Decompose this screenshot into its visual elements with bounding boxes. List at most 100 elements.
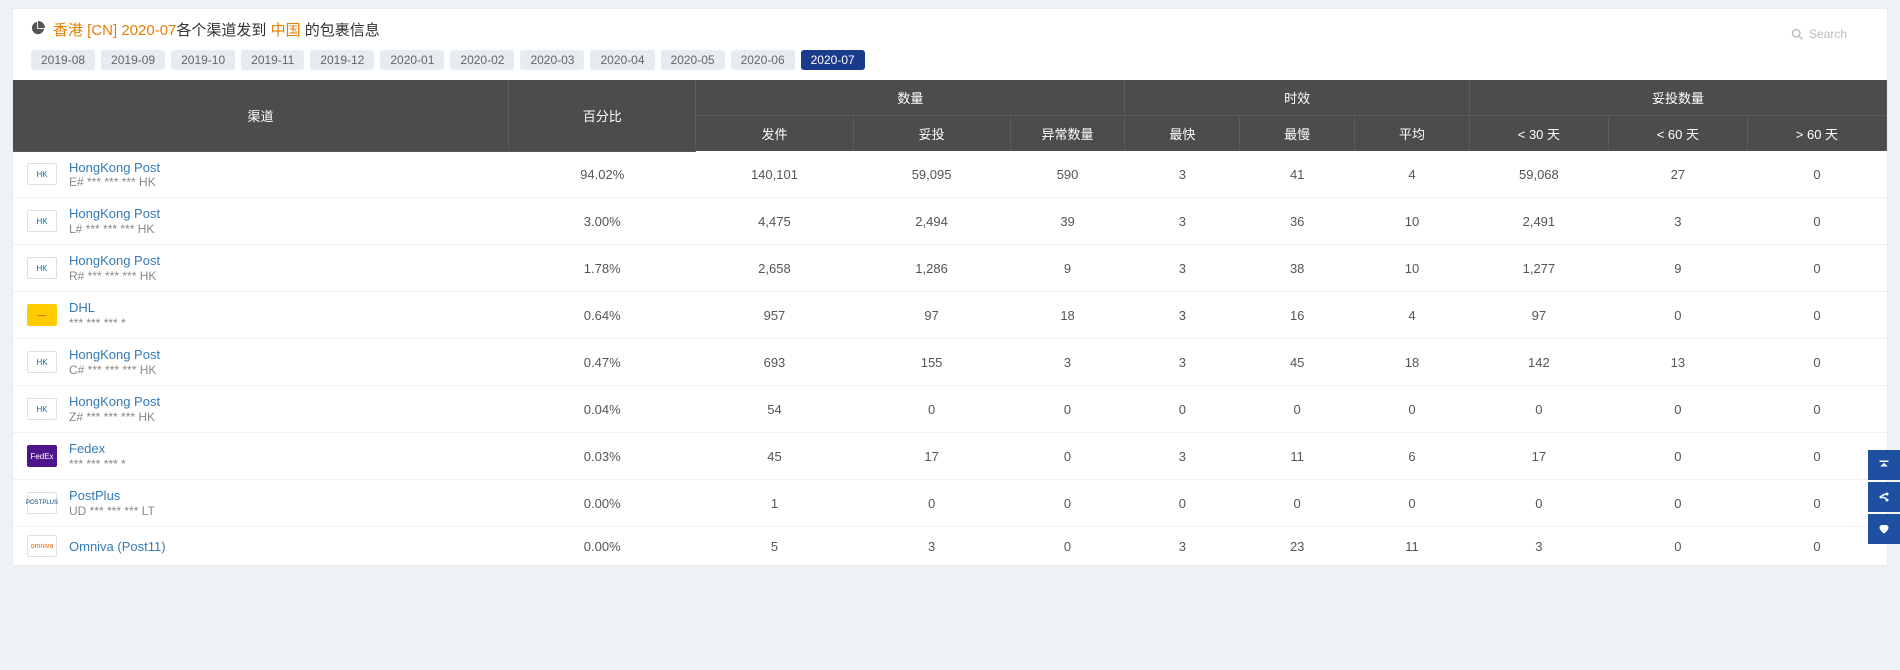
cell-d60p: 0 bbox=[1747, 198, 1886, 245]
month-tab-2019-10[interactable]: 2019-10 bbox=[171, 50, 235, 70]
th-abnormal[interactable]: 异常数量 bbox=[1010, 116, 1125, 152]
cell-d30: 97 bbox=[1469, 292, 1608, 339]
th-pct[interactable]: 百分比 bbox=[509, 80, 696, 151]
cell-sent: 693 bbox=[696, 339, 853, 386]
cell-d30: 1,277 bbox=[1469, 245, 1608, 292]
cell-d60p: 0 bbox=[1747, 433, 1886, 480]
month-tab-2019-11[interactable]: 2019-11 bbox=[241, 50, 304, 70]
cell-d60p: 0 bbox=[1747, 386, 1886, 433]
cell-d60p: 0 bbox=[1747, 527, 1886, 566]
channel-cell[interactable]: HKHongKong PostC# *** *** *** HK bbox=[13, 339, 509, 386]
hkpost-logo-icon: HK bbox=[27, 257, 57, 279]
table-row: HKHongKong PostZ# *** *** *** HK0.04%540… bbox=[13, 386, 1887, 433]
cell-fast: 3 bbox=[1125, 527, 1240, 566]
month-tab-2020-07[interactable]: 2020-07 bbox=[801, 50, 865, 70]
cell-avg: 4 bbox=[1355, 151, 1470, 198]
cell-fast: 0 bbox=[1125, 480, 1240, 527]
cell-slow: 23 bbox=[1240, 527, 1355, 566]
cell-d60: 0 bbox=[1608, 527, 1747, 566]
month-tab-2020-01[interactable]: 2020-01 bbox=[380, 50, 444, 70]
cell-d60p: 0 bbox=[1747, 292, 1886, 339]
cell-d60: 9 bbox=[1608, 245, 1747, 292]
cell-sent: 2,658 bbox=[696, 245, 853, 292]
cell-d30: 0 bbox=[1469, 480, 1608, 527]
cell-abn: 3 bbox=[1010, 339, 1125, 386]
cell-avg: 0 bbox=[1355, 386, 1470, 433]
channel-sub: UD *** *** *** LT bbox=[69, 504, 155, 518]
cell-d30: 2,491 bbox=[1469, 198, 1608, 245]
month-tab-2020-02[interactable]: 2020-02 bbox=[450, 50, 514, 70]
month-tab-2020-03[interactable]: 2020-03 bbox=[520, 50, 584, 70]
th-gt60[interactable]: > 60 天 bbox=[1747, 116, 1886, 152]
channel-cell[interactable]: FedExFedex*** *** *** * bbox=[13, 433, 509, 480]
channel-cell[interactable]: omnivaOmniva (Post11) bbox=[13, 527, 509, 566]
month-tab-2019-09[interactable]: 2019-09 bbox=[101, 50, 165, 70]
favorite-button[interactable] bbox=[1868, 514, 1900, 544]
cell-slow: 0 bbox=[1240, 480, 1355, 527]
channel-sub: L# *** *** *** HK bbox=[69, 222, 160, 236]
hkpost-logo-icon: HK bbox=[27, 398, 57, 420]
channel-name: HongKong Post bbox=[69, 160, 160, 176]
cell-d60: 27 bbox=[1608, 151, 1747, 198]
share-button[interactable] bbox=[1868, 482, 1900, 512]
cell-fast: 3 bbox=[1125, 339, 1240, 386]
cell-abn: 39 bbox=[1010, 198, 1125, 245]
cell-d60: 3 bbox=[1608, 198, 1747, 245]
month-tab-2020-06[interactable]: 2020-06 bbox=[731, 50, 795, 70]
cell-sent: 5 bbox=[696, 527, 853, 566]
cell-d30: 142 bbox=[1469, 339, 1608, 386]
month-tab-2020-05[interactable]: 2020-05 bbox=[661, 50, 725, 70]
cell-slow: 0 bbox=[1240, 386, 1355, 433]
channel-cell[interactable]: HKHongKong PostZ# *** *** *** HK bbox=[13, 386, 509, 433]
th-lt60[interactable]: < 60 天 bbox=[1608, 116, 1747, 152]
dhl-logo-icon: — bbox=[27, 304, 57, 326]
cell-abn: 0 bbox=[1010, 433, 1125, 480]
month-tab-2019-12[interactable]: 2019-12 bbox=[310, 50, 374, 70]
channel-cell[interactable]: HKHongKong PostR# *** *** *** HK bbox=[13, 245, 509, 292]
cell-d60: 0 bbox=[1608, 292, 1747, 339]
month-tab-2020-04[interactable]: 2020-04 bbox=[590, 50, 654, 70]
cell-sent: 45 bbox=[696, 433, 853, 480]
cell-avg: 10 bbox=[1355, 198, 1470, 245]
table-row: —DHL*** *** *** *0.64%957971831649700 bbox=[13, 292, 1887, 339]
cell-sent: 4,475 bbox=[696, 198, 853, 245]
cell-avg: 4 bbox=[1355, 292, 1470, 339]
th-delivered[interactable]: 妥投 bbox=[853, 116, 1010, 152]
cell-del: 59,095 bbox=[853, 151, 1010, 198]
pie-chart-icon bbox=[31, 21, 45, 38]
channel-cell[interactable]: HKHongKong PostE# *** *** *** HK bbox=[13, 151, 509, 198]
cell-abn: 9 bbox=[1010, 245, 1125, 292]
side-buttons bbox=[1868, 450, 1900, 546]
th-channel[interactable]: 渠道 bbox=[13, 80, 509, 151]
search-box[interactable]: Search bbox=[1791, 27, 1847, 41]
scroll-top-button[interactable] bbox=[1868, 450, 1900, 480]
th-deliv-group: 妥投数量 bbox=[1469, 80, 1886, 116]
cell-pct: 94.02% bbox=[509, 151, 696, 198]
table-row: HKHongKong PostE# *** *** *** HK94.02%14… bbox=[13, 151, 1887, 198]
month-tabs: 2019-08 2019-09 2019-10 2019-11 2019-12 2020-… bbox=[13, 46, 1887, 80]
month-tab-2019-08[interactable]: 2019-08 bbox=[31, 50, 95, 70]
cell-avg: 6 bbox=[1355, 433, 1470, 480]
hkpost-logo-icon: HK bbox=[27, 163, 57, 185]
hkpost-logo-icon: HK bbox=[27, 210, 57, 232]
channel-cell[interactable]: POSTPLUSPostPlusUD *** *** *** LT bbox=[13, 480, 509, 527]
cell-fast: 3 bbox=[1125, 198, 1240, 245]
channel-cell[interactable]: HKHongKong PostL# *** *** *** HK bbox=[13, 198, 509, 245]
cell-fast: 3 bbox=[1125, 292, 1240, 339]
cell-del: 97 bbox=[853, 292, 1010, 339]
cell-avg: 18 bbox=[1355, 339, 1470, 386]
cell-d60: 0 bbox=[1608, 480, 1747, 527]
cell-sent: 1 bbox=[696, 480, 853, 527]
channel-cell[interactable]: —DHL*** *** *** * bbox=[13, 292, 509, 339]
cell-slow: 41 bbox=[1240, 151, 1355, 198]
th-lt30[interactable]: < 30 天 bbox=[1469, 116, 1608, 152]
cell-del: 2,494 bbox=[853, 198, 1010, 245]
th-sent[interactable]: 发件 bbox=[696, 116, 853, 152]
th-avg[interactable]: 平均 bbox=[1355, 116, 1470, 152]
table-row: HKHongKong PostC# *** *** *** HK0.47%693… bbox=[13, 339, 1887, 386]
cell-slow: 45 bbox=[1240, 339, 1355, 386]
cell-pct: 3.00% bbox=[509, 198, 696, 245]
th-fast[interactable]: 最快 bbox=[1125, 116, 1240, 152]
cell-d30: 59,068 bbox=[1469, 151, 1608, 198]
th-slow[interactable]: 最慢 bbox=[1240, 116, 1355, 152]
